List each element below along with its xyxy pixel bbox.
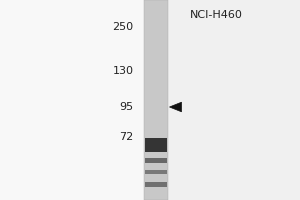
Text: 72: 72 — [119, 132, 134, 142]
Bar — [168, 0, 300, 200]
Bar — [145, 138, 167, 152]
Bar — [145, 170, 167, 174]
Text: 130: 130 — [112, 66, 134, 76]
Bar — [144, 0, 168, 200]
Bar — [0, 0, 144, 200]
Polygon shape — [169, 102, 181, 112]
Text: NCI-H460: NCI-H460 — [190, 10, 242, 20]
Bar — [145, 158, 167, 163]
Bar — [145, 182, 167, 187]
Text: 95: 95 — [119, 102, 134, 112]
Text: 250: 250 — [112, 22, 134, 32]
